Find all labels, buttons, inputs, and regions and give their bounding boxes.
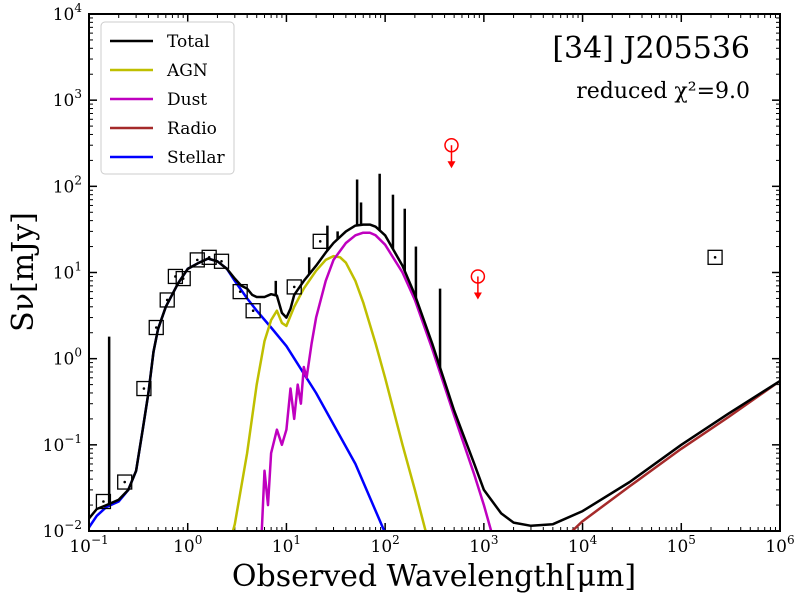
photometry-square <box>136 380 152 397</box>
photometry-point <box>213 253 230 269</box>
photometry-center-dot <box>238 290 242 293</box>
photometry-point <box>159 292 175 308</box>
photometry-center-dot <box>251 309 255 313</box>
chart-title: [34] J205536 <box>552 31 750 66</box>
y-axis-label: Sν[mJy] <box>6 212 41 332</box>
legend-box <box>100 21 235 175</box>
plot-area <box>89 137 780 531</box>
y-tick-label: 100 <box>53 346 82 370</box>
y-tick-label: 10−1 <box>43 432 82 456</box>
photometry-square <box>95 493 112 510</box>
photometry-point <box>201 249 217 265</box>
photometry-square <box>117 474 133 490</box>
legend-label: AGN <box>166 61 208 81</box>
photometry-center-dot <box>165 298 169 302</box>
axes-frame <box>88 13 781 532</box>
photometry-center-dot <box>318 240 322 243</box>
photometry-point <box>175 270 191 287</box>
series-radio-line <box>570 379 780 531</box>
x-tick-label: 102 <box>371 533 400 557</box>
x-tick-label: 104 <box>568 533 598 557</box>
photometry-point <box>148 319 164 336</box>
series-total-line <box>89 223 780 528</box>
photometry-square <box>707 249 723 265</box>
series-layer <box>89 223 780 531</box>
x-tick-label: 10−1 <box>69 533 108 557</box>
photometry-square <box>175 270 191 287</box>
photometry-center-dot <box>713 256 717 259</box>
upper-limit-point <box>470 269 486 300</box>
upper-limit-point <box>444 137 459 169</box>
photometry-square <box>159 292 175 308</box>
photometry-point <box>136 380 152 397</box>
photometry-square <box>245 303 261 319</box>
photometry-square <box>201 249 217 265</box>
legend-entry-stellar: Stellar <box>110 148 226 168</box>
photometry-square <box>286 279 302 295</box>
upper-limit-arrow-head <box>473 292 482 300</box>
photometry-point <box>95 493 112 510</box>
photometry-point <box>232 283 248 300</box>
photometry-point <box>707 249 723 265</box>
photometry-square <box>189 252 205 268</box>
photometry-center-dot <box>292 285 296 289</box>
photometry-point <box>117 474 133 490</box>
series-agn-line <box>231 254 427 531</box>
legend: Total AGN Dust Radio Stellar <box>100 21 235 175</box>
series-dust-line <box>260 231 493 531</box>
x-tick-label: 105 <box>667 533 696 557</box>
x-tick-label: 103 <box>469 533 498 557</box>
photometry-center-dot <box>154 326 158 329</box>
legend-entries: Total AGN Dust Radio Stellar <box>110 32 226 168</box>
photometry-point <box>245 303 261 319</box>
photometry-center-dot <box>181 277 185 280</box>
photometry-center-dot <box>142 387 146 390</box>
y-tick-label: 103 <box>53 87 82 111</box>
legend-entry-total: Total <box>110 32 210 52</box>
photometry-point <box>189 252 205 268</box>
upper-limit-arrow-head <box>447 161 456 169</box>
photometry-center-dot <box>102 500 105 503</box>
x-tick-label: 106 <box>765 533 794 557</box>
x-tick-labels: 10−1 100 101 102 103 104 105 106 <box>69 533 794 557</box>
chart-subtitle: reduced χ²=9.0 <box>576 79 750 104</box>
x-tick-label: 100 <box>173 533 202 557</box>
legend-entry-radio: Radio <box>110 119 217 139</box>
legend-label: Dust <box>167 90 207 110</box>
y-tick-label: 10−2 <box>43 518 82 542</box>
photometry-center-dot <box>195 258 199 262</box>
emission-spikes <box>107 173 442 504</box>
photometry-point <box>286 279 302 295</box>
photometry-center-dot <box>220 259 223 263</box>
photometry-square <box>148 319 164 336</box>
photometry-markers <box>95 233 723 510</box>
photometry-point <box>312 233 328 249</box>
x-tick-label: 101 <box>272 533 301 557</box>
legend-label: Radio <box>167 119 217 139</box>
photometry-square <box>167 268 184 285</box>
photometry-center-dot <box>207 256 211 259</box>
legend-entry-agn: AGN <box>110 61 208 81</box>
photometry-center-dot <box>123 480 127 484</box>
legend-label: Total <box>167 32 210 52</box>
upper-limit-markers <box>444 137 486 300</box>
legend-label: Stellar <box>167 148 226 168</box>
y-tick-labels: 10−2 10−1 100 101 102 103 104 <box>43 1 83 542</box>
y-tick-label: 101 <box>53 260 82 284</box>
y-tick-label: 102 <box>53 173 82 197</box>
y-tick-label: 104 <box>53 1 83 25</box>
photometry-square <box>213 253 230 269</box>
x-axis-label: Observed Wavelength[μm] <box>232 559 636 594</box>
photometry-square <box>312 233 328 249</box>
legend-entry-dust: Dust <box>110 90 207 110</box>
photometry-square <box>232 283 248 300</box>
